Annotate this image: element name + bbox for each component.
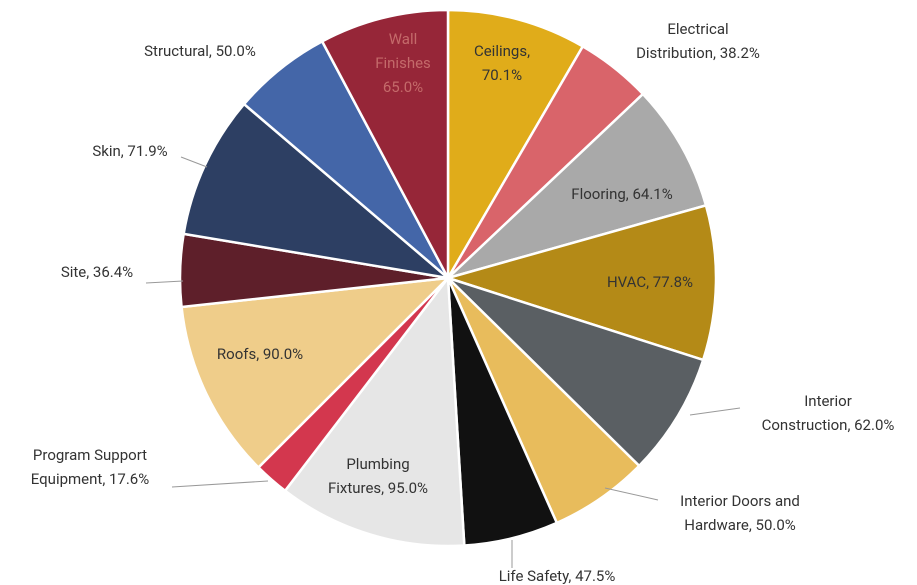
- pie-slice: [446, 8, 585, 283]
- pie-slice: [447, 276, 705, 468]
- pie-slice: [447, 92, 708, 280]
- pie-slice: [180, 276, 452, 470]
- pie-slice: [320, 8, 450, 279]
- leader-line: [171, 480, 269, 488]
- data-label: Life Safety, 47.5%: [499, 567, 616, 585]
- leader-line: [180, 156, 208, 168]
- data-label: Site, 36.4%: [61, 263, 133, 281]
- data-label: Wall Finishes 65.0%: [375, 30, 431, 96]
- leader-line: [145, 280, 184, 284]
- data-label: Structural, 50.0%: [144, 42, 256, 60]
- pie-slice: [283, 274, 466, 548]
- pie-slice: [443, 203, 718, 362]
- leader-line: [604, 487, 659, 501]
- pie-slice: [182, 102, 453, 280]
- data-label: Roofs, 90.0%: [217, 345, 303, 363]
- data-label: Plumbing Fixtures, 95.0%: [328, 455, 428, 497]
- data-label: Program Support Equipment, 17.6%: [31, 446, 149, 488]
- leader-line: [689, 407, 741, 416]
- data-label: Skin, 71.9%: [92, 142, 167, 160]
- data-label: Interior Construction, 62.0%: [762, 392, 895, 434]
- data-label: Ceilings, 70.1%: [474, 42, 530, 84]
- data-label: Flooring, 64.1%: [571, 185, 672, 203]
- data-label: Electrical Distribution, 38.2%: [636, 20, 760, 62]
- data-label: Interior Doors and Hardware, 50.0%: [680, 492, 800, 534]
- data-label: HVAC, 77.8%: [607, 273, 693, 291]
